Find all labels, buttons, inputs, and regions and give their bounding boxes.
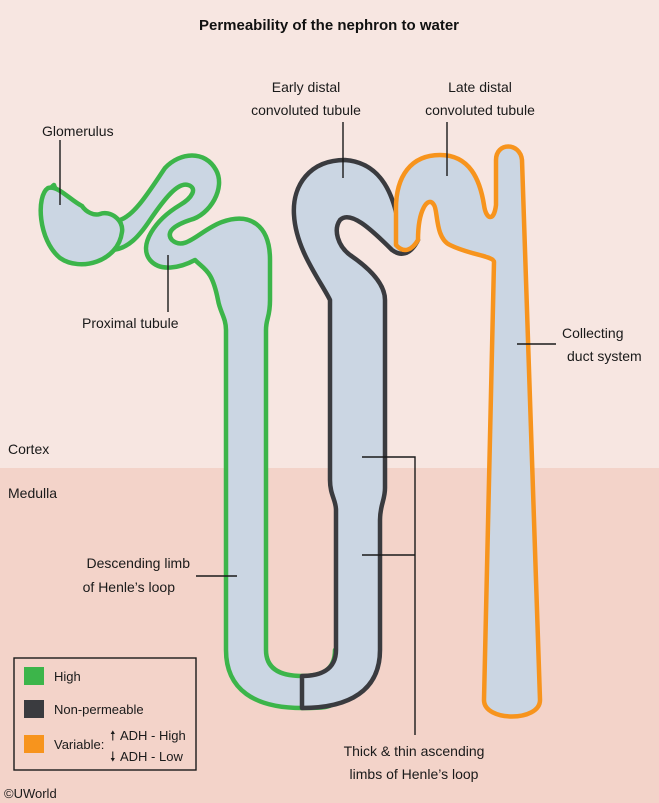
late-distal-label-1: Late distal (448, 79, 512, 95)
legend-adh-high-label: ADH - High (120, 728, 186, 743)
collecting-label-2: duct system (567, 348, 642, 364)
legend-box (13, 657, 197, 771)
legend-high-label: High (54, 669, 81, 684)
collecting-label-1: Collecting (562, 325, 623, 341)
glomerulus-label: Glomerulus (42, 123, 114, 139)
legend-variable-label: Variable: (54, 737, 104, 752)
late-distal-collecting-tubule (393, 144, 543, 719)
glomerulus-shape (38, 185, 125, 267)
ascending-leader (362, 456, 416, 735)
descending-label-2: of Henle’s loop (83, 579, 176, 595)
legend-swatch-variable (24, 735, 44, 753)
ascending-label-1: Thick & thin ascending (344, 743, 485, 759)
region-medulla-label: Medulla (8, 485, 57, 501)
copyright-label: ©UWorld (4, 786, 57, 801)
region-cortex-label: Cortex (8, 441, 49, 457)
late-distal-label-2: convoluted tubule (425, 102, 535, 118)
ascending-label-2: limbs of Henle’s loop (350, 766, 479, 782)
legend-swatch-nonpermeable (24, 700, 44, 718)
legend-nonpermeable-label: Non-permeable (54, 702, 144, 717)
down-arrow-icon: 🠗 (110, 749, 116, 764)
up-arrow-icon: 🠕 (110, 728, 116, 743)
descending-label-1: Descending limb (87, 555, 191, 571)
proximal-descending-tubule (42, 153, 338, 711)
legend-swatch-high (24, 667, 44, 685)
early-distal-label-1: Early distal (272, 79, 340, 95)
legend-adh-low-label: ADH - Low (120, 749, 183, 764)
early-distal-label-2: convoluted tubule (251, 102, 361, 118)
proximal-tubule-label: Proximal tubule (82, 315, 179, 331)
page-title: Permeability of the nephron to water (199, 17, 459, 34)
